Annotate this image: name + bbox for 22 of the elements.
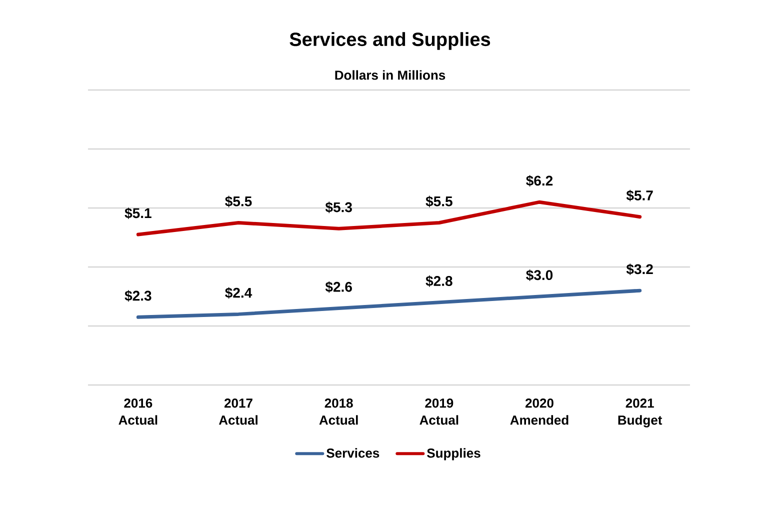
legend-label: Services <box>326 448 380 458</box>
x-tick-label: 2020 Amended <box>510 398 568 425</box>
x-tick-label: 2017 Actual <box>218 398 258 425</box>
data-label: $2.6 <box>325 281 352 293</box>
data-label: $5.5 <box>225 196 252 208</box>
data-label: $3.2 <box>626 264 653 276</box>
data-label: $5.1 <box>124 208 152 219</box>
data-label: $5.5 <box>426 196 452 208</box>
legend-label: Supplies <box>427 448 480 460</box>
x-tick-label: 2018 Actual <box>319 398 358 425</box>
data-label: $3.0 <box>526 270 553 281</box>
data-label: $2.8 <box>426 275 452 287</box>
x-tick-label: 2016 Actual <box>118 398 158 425</box>
chart-title: Services and Supplies <box>290 32 490 50</box>
data-label: $5.3 <box>325 202 352 214</box>
x-tick-label: 2021 Budget <box>618 398 662 428</box>
data-label: $2.4 <box>225 287 252 299</box>
x-tick-label: 2019 Actual <box>420 398 458 425</box>
chart-subtitle: Dollars in Millions <box>335 70 446 80</box>
data-label: $6.2 <box>526 175 553 187</box>
data-label: $5.7 <box>626 190 653 202</box>
data-label: $2.3 <box>124 290 152 302</box>
